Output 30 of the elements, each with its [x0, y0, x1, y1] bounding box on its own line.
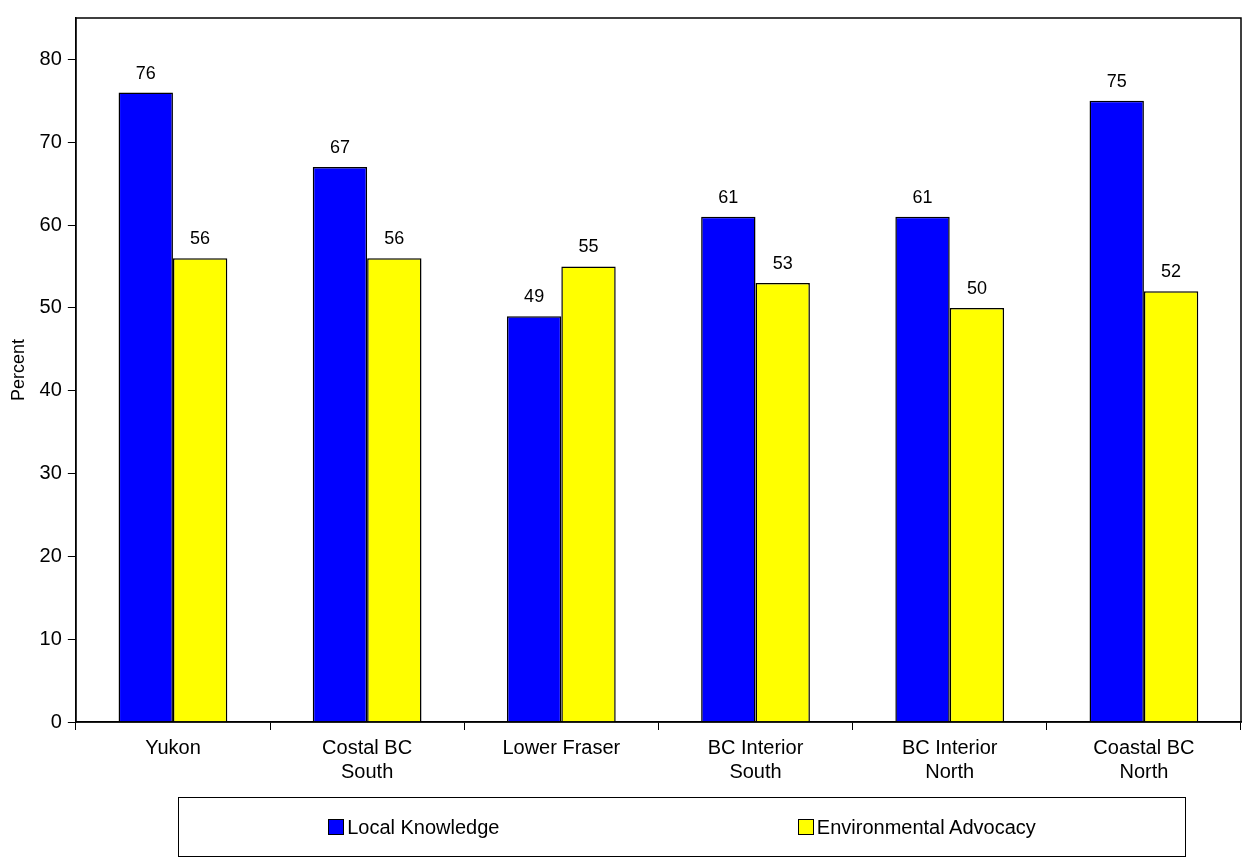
y-tick-label: 50 [39, 295, 62, 318]
data-label: 52 [1161, 261, 1182, 282]
y-tick-label: 70 [39, 129, 62, 152]
legend-label: Environmental Advocacy [816, 815, 1036, 839]
data-label: 56 [190, 228, 211, 249]
data-label: 61 [912, 186, 933, 207]
x-tick-label: Yukon [145, 735, 201, 758]
x-tick-label: Lower Fraser [502, 735, 621, 758]
legend-label: Local Knowledge [347, 815, 500, 839]
data-label: 67 [329, 137, 350, 158]
y-tick-label: 40 [39, 378, 62, 401]
y-tick-label: 0 [50, 709, 62, 732]
x-tick-label: Coastal BC North [1093, 735, 1195, 782]
y-tick-label: 80 [39, 46, 62, 69]
data-label: 56 [384, 228, 405, 249]
x-tick-label: BC Interior North [901, 735, 998, 782]
data-label: 76 [135, 62, 156, 83]
data-label: 61 [718, 186, 739, 207]
data-label: 55 [578, 236, 599, 257]
data-label: 50 [966, 277, 987, 298]
y-tick-label: 20 [39, 543, 62, 566]
data-label: 49 [524, 286, 545, 307]
x-tick-label: BC Interior South [707, 735, 804, 782]
y-tick-label: 10 [39, 626, 62, 649]
y-tick-label: 30 [39, 461, 62, 484]
y-tick-label: 60 [39, 212, 62, 235]
data-label: 53 [772, 253, 793, 273]
data-label: 75 [1106, 70, 1127, 91]
x-tick-label: Costal BC South [322, 735, 413, 782]
y-axis-title: Percent [7, 338, 28, 402]
